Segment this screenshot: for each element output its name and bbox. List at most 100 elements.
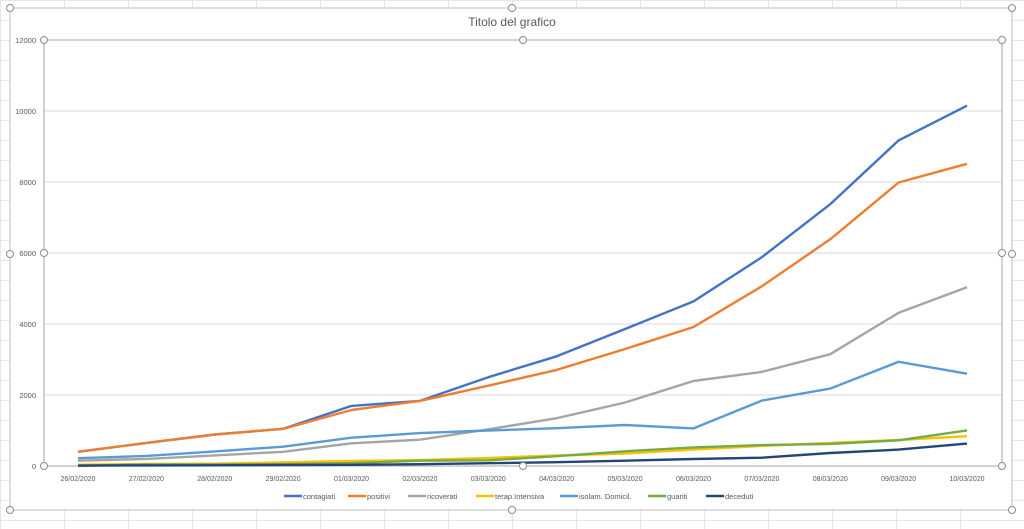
resize-handle[interactable]: [1008, 250, 1016, 258]
data-point[interactable]: [144, 441, 148, 445]
data-point[interactable]: [486, 429, 490, 433]
data-point[interactable]: [691, 445, 695, 449]
data-point[interactable]: [623, 347, 627, 351]
data-point[interactable]: [760, 399, 764, 403]
data-point[interactable]: [965, 442, 969, 446]
data-point[interactable]: [281, 463, 285, 467]
plot-resize-handle[interactable]: [998, 36, 1006, 44]
resize-handle[interactable]: [1008, 506, 1016, 514]
plot-resize-handle[interactable]: [998, 462, 1006, 470]
series-line-isolam-domicil[interactable]: [77, 360, 968, 460]
data-point[interactable]: [623, 400, 627, 404]
data-point[interactable]: [897, 138, 901, 142]
data-point[interactable]: [418, 399, 422, 403]
data-point[interactable]: [555, 460, 559, 464]
data-point[interactable]: [418, 431, 422, 435]
data-point[interactable]: [897, 311, 901, 315]
data-point[interactable]: [555, 354, 559, 358]
legend-item[interactable]: guariti: [648, 492, 688, 501]
plot-resize-handle[interactable]: [998, 249, 1006, 257]
data-point[interactable]: [965, 285, 969, 289]
plot-resize-handle[interactable]: [40, 36, 48, 44]
legend-item[interactable]: ricoverati: [408, 492, 458, 501]
data-point[interactable]: [486, 461, 490, 465]
data-point[interactable]: [691, 299, 695, 303]
data-point[interactable]: [555, 368, 559, 372]
resize-handle[interactable]: [6, 250, 14, 258]
data-point[interactable]: [350, 408, 354, 412]
data-point[interactable]: [486, 384, 490, 388]
legend-item[interactable]: contagiati: [284, 492, 335, 501]
data-point[interactable]: [760, 456, 764, 460]
data-point[interactable]: [281, 445, 285, 449]
data-point[interactable]: [623, 459, 627, 463]
data-point[interactable]: [691, 457, 695, 461]
data-point[interactable]: [828, 451, 832, 455]
resize-handle[interactable]: [508, 4, 516, 12]
legend-item[interactable]: terap.Intensiva: [476, 492, 545, 501]
resize-handle[interactable]: [6, 506, 14, 514]
data-point[interactable]: [828, 387, 832, 391]
data-point[interactable]: [144, 463, 148, 467]
legend-item[interactable]: positivi: [348, 492, 390, 501]
resize-handle[interactable]: [1008, 4, 1016, 12]
data-point[interactable]: [623, 327, 627, 331]
data-point[interactable]: [828, 202, 832, 206]
chart-title[interactable]: Titolo del grafico: [468, 15, 556, 29]
data-point[interactable]: [486, 375, 490, 379]
data-point[interactable]: [965, 428, 969, 432]
data-point[interactable]: [418, 462, 422, 466]
data-point[interactable]: [623, 449, 627, 453]
chart-area[interactable]: [9, 7, 1013, 511]
data-point[interactable]: [965, 162, 969, 166]
series-line-ricoverati[interactable]: [77, 286, 968, 462]
data-point[interactable]: [760, 370, 764, 374]
data-point[interactable]: [828, 352, 832, 356]
plot-resize-handle[interactable]: [519, 36, 527, 44]
data-point[interactable]: [350, 463, 354, 467]
data-point[interactable]: [213, 463, 217, 467]
plot-resize-handle[interactable]: [40, 462, 48, 470]
legend-item[interactable]: isolam. Domicil.: [560, 492, 632, 501]
data-point[interactable]: [144, 454, 148, 458]
resize-handle[interactable]: [6, 4, 14, 12]
data-point[interactable]: [897, 448, 901, 452]
data-point[interactable]: [281, 450, 285, 454]
data-point[interactable]: [760, 255, 764, 259]
data-point[interactable]: [555, 426, 559, 430]
data-point[interactable]: [281, 427, 285, 431]
data-point[interactable]: [555, 454, 559, 458]
data-point[interactable]: [350, 436, 354, 440]
data-point[interactable]: [213, 449, 217, 453]
data-point[interactable]: [691, 379, 695, 383]
data-point[interactable]: [760, 443, 764, 447]
data-point[interactable]: [965, 372, 969, 376]
series-line-positivi[interactable]: [77, 162, 968, 453]
data-point[interactable]: [623, 423, 627, 427]
data-point[interactable]: [691, 325, 695, 329]
data-point[interactable]: [213, 432, 217, 436]
plot-resize-handle[interactable]: [40, 249, 48, 257]
data-point[interactable]: [897, 360, 901, 364]
resize-handle[interactable]: [508, 506, 516, 514]
data-point[interactable]: [213, 453, 217, 457]
data-point[interactable]: [760, 284, 764, 288]
plot-resize-handle[interactable]: [519, 462, 527, 470]
data-point[interactable]: [828, 237, 832, 241]
data-point[interactable]: [965, 104, 969, 108]
data-point[interactable]: [76, 456, 80, 460]
data-point[interactable]: [76, 464, 80, 468]
data-point[interactable]: [897, 438, 901, 442]
data-point[interactable]: [965, 434, 969, 438]
data-point[interactable]: [555, 416, 559, 420]
data-point[interactable]: [418, 438, 422, 442]
data-point[interactable]: [828, 442, 832, 446]
legend-item[interactable]: deceduti: [706, 492, 754, 501]
data-point[interactable]: [418, 459, 422, 463]
data-point[interactable]: [350, 404, 354, 408]
data-point[interactable]: [691, 426, 695, 430]
data-point[interactable]: [350, 441, 354, 445]
data-point[interactable]: [76, 450, 80, 454]
data-point[interactable]: [897, 181, 901, 185]
